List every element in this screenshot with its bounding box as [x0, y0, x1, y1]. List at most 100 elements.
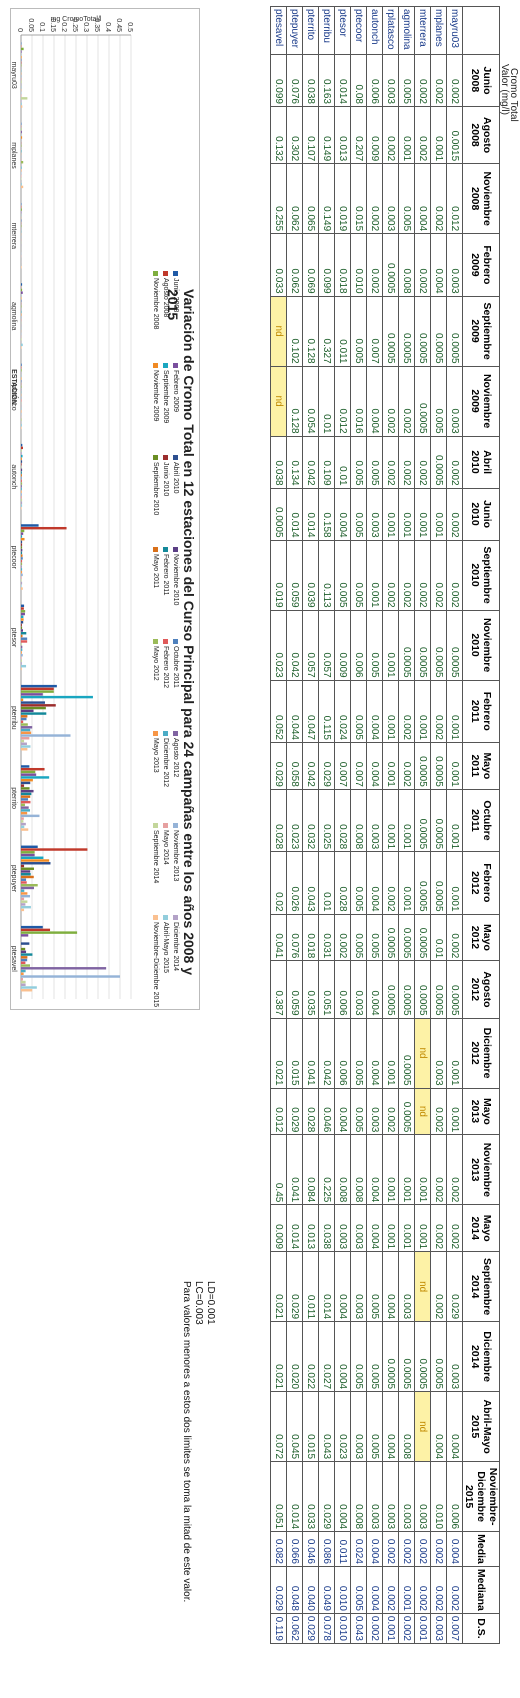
value-cell: 0.0005	[414, 789, 431, 852]
legend-item: Agosto 2012	[172, 731, 179, 777]
bar	[20, 828, 29, 831]
bar	[21, 734, 71, 737]
note-ld: LD=0.001	[205, 1281, 216, 1325]
value-cell: 0.076	[286, 54, 303, 107]
value-cell: 0.010	[350, 233, 367, 297]
value-cell: 0.054	[302, 366, 319, 437]
legend-label: Mayo 2011	[152, 554, 159, 589]
value-cell: 0.032	[302, 789, 319, 852]
bar	[20, 615, 24, 618]
legend-swatch	[173, 639, 179, 644]
legend-label: Noviembre 2010	[172, 554, 179, 606]
y-tick-label: 0.4	[104, 22, 111, 32]
value-cell: 0.005	[350, 680, 367, 743]
data-table: Junio 2008 Agosto 2008 Noviembre 2008 Febre…	[270, 6, 500, 1644]
value-cell: 0.004	[334, 1321, 351, 1392]
value-cell: nd	[414, 1018, 431, 1089]
bar	[21, 498, 23, 502]
value-cell: 0.057	[302, 610, 319, 681]
column-header: Noviembre 2008	[462, 163, 500, 234]
legend-swatch	[163, 455, 169, 460]
value-cell: 0.005	[398, 54, 415, 107]
column-header: Mayo 2014	[462, 1204, 500, 1252]
value-cell: 0.0015	[446, 106, 463, 164]
value-cell: 0.051	[318, 960, 335, 1019]
bar	[21, 690, 54, 693]
bar	[20, 773, 37, 776]
bar	[21, 266, 22, 269]
bar	[21, 369, 22, 372]
column-header: Abril-Mayo 2015	[462, 1391, 500, 1462]
table-row: ptesavel 0.099 0.132 0.255 0.033 nd nd 0.038 0.0…	[270, 6, 287, 1644]
bar	[20, 185, 24, 189]
bar	[21, 607, 24, 610]
bar	[21, 288, 23, 292]
value-cell: 0.001	[446, 1018, 463, 1089]
value-cell: 0.001	[414, 1134, 431, 1205]
x-axis-label: ESTACIÓN	[11, 369, 19, 405]
bar	[20, 969, 26, 973]
bar	[21, 845, 38, 849]
legend-item: Abril-Mayo 2015	[162, 915, 169, 973]
value-cell: 0.039	[302, 540, 319, 611]
summary-cell: 0.004	[366, 1531, 383, 1567]
legend-swatch	[173, 915, 179, 920]
value-cell: 0.057	[318, 610, 335, 681]
value-cell: 0.028	[334, 851, 351, 915]
legend-swatch	[173, 455, 179, 460]
bar	[20, 798, 29, 801]
value-cell: 0.029	[286, 1251, 303, 1322]
bar	[21, 717, 27, 721]
value-cell: 0.134	[286, 436, 303, 489]
data-table-section: Cromo Total Valor (mg/l) Junio 2008 Agost…	[181, 6, 519, 1696]
bar	[21, 507, 22, 510]
summary-cell: 0.046	[302, 1531, 319, 1567]
value-cell: nd	[270, 296, 287, 367]
value-cell: 0.047	[302, 680, 319, 743]
bar	[20, 618, 24, 621]
bar	[21, 739, 25, 743]
station-cell: pterrito	[302, 6, 319, 55]
bar	[21, 712, 47, 715]
bar	[21, 656, 22, 660]
legend-item: Noviembre-Diciembre 2015	[152, 915, 159, 1007]
value-cell: 0.0005	[398, 1088, 415, 1135]
value-cell: 0.005	[366, 1251, 383, 1322]
legend-item: Mayo 2012	[152, 639, 159, 681]
bar	[21, 418, 22, 421]
value-cell: 0.01	[318, 366, 335, 437]
value-cell: 0.008	[398, 1391, 415, 1462]
value-cell: 0.004	[382, 1251, 399, 1322]
value-cell: 0.001	[414, 1204, 431, 1252]
value-cell: 0.042	[302, 436, 319, 489]
bar	[21, 529, 25, 533]
legend-item: Mayo 2014	[162, 823, 169, 865]
bar	[21, 908, 25, 912]
value-cell: 0.013	[334, 106, 351, 164]
bar	[21, 543, 23, 546]
value-cell: 0.004	[366, 1134, 383, 1205]
value-cell: nd	[270, 366, 287, 437]
bar	[21, 659, 22, 662]
x-tick-label: mterrera	[11, 223, 17, 250]
bar	[21, 501, 23, 504]
value-cell: 0.0005	[398, 1321, 415, 1392]
bar	[21, 787, 30, 790]
value-cell: 0.006	[334, 960, 351, 1019]
bar	[21, 809, 31, 812]
x-tick-label: mplanes	[11, 142, 17, 169]
value-cell: 0.005	[350, 914, 367, 961]
value-cell: 0.002	[446, 540, 463, 611]
bar	[20, 886, 34, 890]
value-cell: 0.0005	[398, 960, 415, 1019]
value-cell: 0.003	[446, 366, 463, 437]
value-cell: 0.041	[270, 914, 287, 961]
y-tick-label: 0.5	[126, 22, 133, 32]
value-cell: 0.031	[318, 914, 335, 961]
value-cell: 0.003	[334, 1204, 351, 1252]
value-cell: 0.001	[366, 540, 383, 611]
bar	[21, 958, 28, 962]
summary-cell: 0.066	[286, 1531, 303, 1567]
column-header: Mayo 2012	[462, 914, 500, 961]
legend-item: Septiembre 2010	[152, 455, 159, 515]
